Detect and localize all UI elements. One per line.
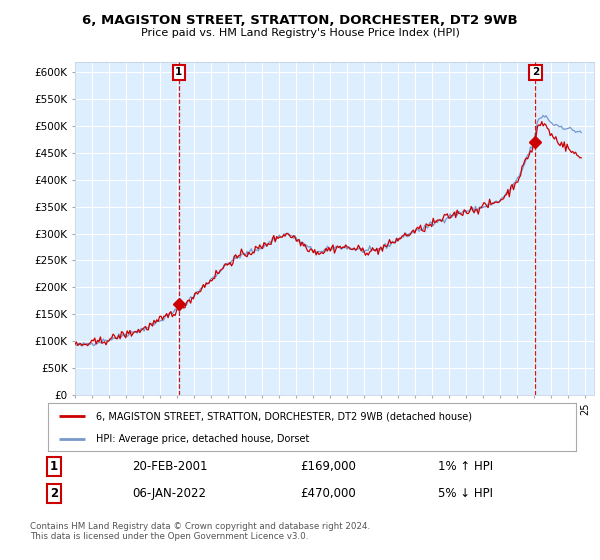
- Text: 5% ↓ HPI: 5% ↓ HPI: [438, 487, 493, 501]
- Text: 1% ↑ HPI: 1% ↑ HPI: [438, 460, 493, 473]
- Text: HPI: Average price, detached house, Dorset: HPI: Average price, detached house, Dors…: [95, 434, 309, 444]
- Text: Contains HM Land Registry data © Crown copyright and database right 2024.
This d: Contains HM Land Registry data © Crown c…: [30, 522, 370, 542]
- Text: £470,000: £470,000: [300, 487, 356, 501]
- Text: 20-FEB-2001: 20-FEB-2001: [132, 460, 208, 473]
- Text: 2: 2: [532, 67, 539, 77]
- Text: 6, MAGISTON STREET, STRATTON, DORCHESTER, DT2 9WB (detached house): 6, MAGISTON STREET, STRATTON, DORCHESTER…: [95, 411, 472, 421]
- Text: £169,000: £169,000: [300, 460, 356, 473]
- Text: 1: 1: [175, 67, 182, 77]
- Text: 1: 1: [50, 460, 58, 473]
- Text: 2: 2: [50, 487, 58, 501]
- Text: 06-JAN-2022: 06-JAN-2022: [132, 487, 206, 501]
- Text: Price paid vs. HM Land Registry's House Price Index (HPI): Price paid vs. HM Land Registry's House …: [140, 28, 460, 38]
- Text: 6, MAGISTON STREET, STRATTON, DORCHESTER, DT2 9WB: 6, MAGISTON STREET, STRATTON, DORCHESTER…: [82, 14, 518, 27]
